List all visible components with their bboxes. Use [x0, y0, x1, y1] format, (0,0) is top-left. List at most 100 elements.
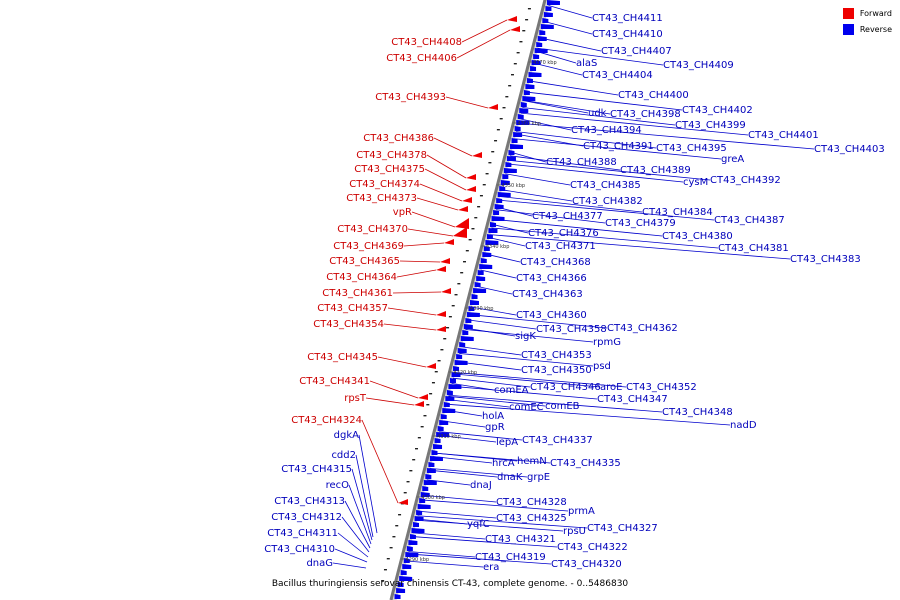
- forward-connector: [399, 260, 441, 263]
- strand-marker: [457, 283, 461, 285]
- reverse-connector: [348, 484, 372, 545]
- reverse-feature: [499, 186, 506, 191]
- strand-marker: [499, 118, 503, 120]
- reverse-feature: [457, 348, 467, 353]
- forward-connector: [365, 397, 415, 406]
- forward-gene-label: rpsT: [344, 393, 367, 404]
- reverse-feature: [516, 120, 530, 125]
- reverse-gene-label: CT43_CH4409: [663, 60, 734, 71]
- reverse-feature: [449, 378, 456, 383]
- strand-marker: [525, 19, 529, 21]
- reverse-gene-label: holA: [482, 411, 504, 422]
- genome-axis: [389, 0, 547, 600]
- strand-marker: [505, 96, 509, 98]
- forward-feature: [455, 218, 469, 229]
- reverse-gene-label: era: [483, 562, 499, 573]
- reverse-connector: [332, 562, 367, 569]
- reverse-feature: [477, 270, 484, 275]
- forward-connector: [383, 323, 437, 331]
- reverse-gene-label: CT43_CH4410: [592, 29, 663, 40]
- reverse-connector: [408, 551, 476, 558]
- forward-gene-label: CT43_CH4365: [329, 256, 400, 267]
- reverse-feature: [511, 138, 518, 143]
- forward-connector: [396, 269, 437, 278]
- reverse-feature: [465, 318, 472, 323]
- strand-marker: [527, 8, 531, 10]
- reverse-feature: [500, 180, 510, 185]
- reverse-gene-label: lepA: [496, 437, 518, 448]
- reverse-connector: [509, 155, 621, 171]
- strand-marker: [502, 107, 506, 109]
- reverse-gene-label: rpmG: [593, 337, 621, 348]
- reverse-connector: [510, 151, 547, 163]
- forward-feature: [488, 104, 498, 110]
- reverse-feature: [451, 372, 461, 377]
- forward-gene-label: CT43_CH4373: [346, 193, 417, 204]
- reverse-feature: [397, 582, 404, 587]
- reverse-connector: [498, 199, 715, 221]
- reverse-connector: [452, 377, 531, 388]
- strand-marker: [471, 228, 475, 230]
- reverse-gene-label: CT43_CH4400: [618, 90, 689, 101]
- forward-connector: [416, 197, 459, 211]
- reverse-feature: [539, 30, 546, 35]
- strand-marker: [451, 305, 455, 307]
- reverse-connector: [499, 196, 643, 213]
- reverse-connector: [476, 285, 513, 295]
- strand-marker: [479, 195, 483, 197]
- axis-tick-label: 4300 kbp: [421, 495, 445, 501]
- forward-gene-label: CT43_CH4406: [386, 53, 457, 64]
- reverse-feature: [540, 24, 554, 29]
- reverse-feature: [411, 528, 425, 533]
- strand-marker: [465, 250, 469, 252]
- reverse-connector: [469, 314, 608, 329]
- reverse-swatch: [842, 24, 854, 35]
- reverse-gene-label: CT43_CH4376: [528, 228, 599, 239]
- reverse-gene-label: CT43_CH4399: [675, 120, 746, 131]
- reverse-feature: [434, 438, 441, 443]
- strand-marker: [443, 338, 447, 340]
- reverse-feature: [494, 204, 504, 209]
- reverse-gene-label: CT43_CH4402: [682, 105, 753, 116]
- reverse-gene-label: CT43_CH4383: [790, 254, 861, 265]
- reverse-feature: [528, 72, 542, 77]
- strand-marker: [454, 294, 458, 296]
- reverse-connector: [540, 37, 602, 52]
- strand-marker: [513, 63, 517, 65]
- reverse-feature: [413, 522, 420, 527]
- reverse-feature: [460, 336, 474, 341]
- reverse-feature: [429, 456, 443, 461]
- forward-feature: [462, 197, 472, 203]
- reverse-gene-label: CT43_CH4348: [662, 407, 733, 418]
- reverse-connector: [520, 112, 749, 136]
- reverse-connector: [507, 163, 684, 183]
- forward-connector: [403, 242, 445, 247]
- forward-connector: [411, 211, 456, 228]
- reverse-gene-label: CT43_CH4363: [512, 289, 583, 300]
- forward-gene-label: vpR: [393, 207, 412, 218]
- reverse-connector: [526, 91, 683, 111]
- reverse-feature: [503, 168, 517, 173]
- strand-marker: [392, 536, 396, 538]
- legend-item-forward: Forward: [842, 8, 892, 19]
- strand-marker: [420, 426, 424, 428]
- genome-caption: Bacillus thuringiensis serovar chinensis…: [271, 579, 629, 589]
- axis-tick-label: 4360 kbp: [517, 121, 541, 127]
- reverse-connector: [544, 21, 593, 35]
- forward-feature: [507, 16, 517, 22]
- reverse-gene-label: CT43_CH4379: [605, 218, 676, 229]
- reverse-connector: [429, 467, 528, 478]
- reverse-feature: [394, 594, 401, 599]
- forward-gene-label: CT43_CH4354: [313, 319, 384, 330]
- strand-marker: [431, 382, 435, 384]
- reverse-connector: [439, 431, 523, 441]
- forward-feature: [426, 363, 436, 369]
- reverse-feature: [469, 300, 479, 305]
- axis-tick-label: 4370 kbp: [533, 60, 557, 66]
- forward-feature: [440, 258, 450, 264]
- reverse-gene-label: hrcA: [492, 458, 515, 469]
- reverse-gene-label: CT43_CH4404: [582, 70, 653, 81]
- reverse-feature: [471, 294, 478, 299]
- forward-connector: [369, 380, 419, 399]
